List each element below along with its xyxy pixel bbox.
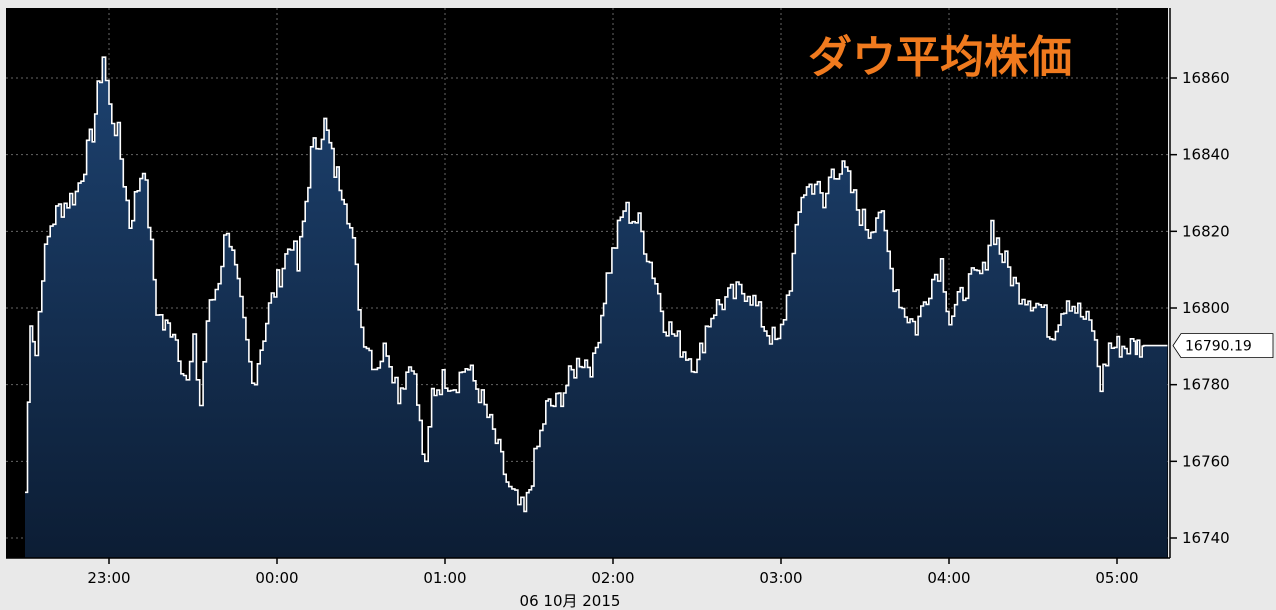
y-tick-label-16760: 16760 bbox=[1182, 452, 1230, 470]
x-tick-label-3: 02:00 bbox=[591, 569, 634, 587]
y-tick-label-16800: 16800 bbox=[1182, 299, 1230, 317]
chart-title: ダウ平均株価 bbox=[808, 32, 1072, 83]
price-line bbox=[25, 56, 1168, 513]
y-tick-label-16780: 16780 bbox=[1182, 376, 1230, 394]
y-tick-label-16840: 16840 bbox=[1182, 146, 1230, 164]
y-tick-label-16860: 16860 bbox=[1182, 69, 1230, 87]
x-tick-label-6: 05:00 bbox=[1095, 569, 1138, 587]
x-tick-label-0: 23:00 bbox=[87, 569, 130, 587]
y-axis: 16740 16760 16780 16800 16820 16840 16860 bbox=[1170, 69, 1230, 547]
last-value-badge bbox=[1172, 333, 1274, 359]
last-value-text: 16790.19 bbox=[1185, 339, 1252, 355]
y-tick-label-16740: 16740 bbox=[1182, 529, 1230, 547]
x-tick-label-4: 03:00 bbox=[759, 569, 802, 587]
x-tick-label-5: 04:00 bbox=[927, 569, 970, 587]
y-tick-label-16820: 16820 bbox=[1182, 222, 1230, 240]
last-value-label: 16790.19 bbox=[1172, 333, 1274, 359]
x-tick-label-1: 00:00 bbox=[255, 569, 298, 587]
x-tick-label-2: 01:00 bbox=[423, 569, 466, 587]
x-axis-date-label: 06 10月 2015 bbox=[520, 592, 621, 610]
x-axis: 23:00 00:00 01:00 02:00 03:00 04:00 05:00 bbox=[87, 558, 1139, 587]
